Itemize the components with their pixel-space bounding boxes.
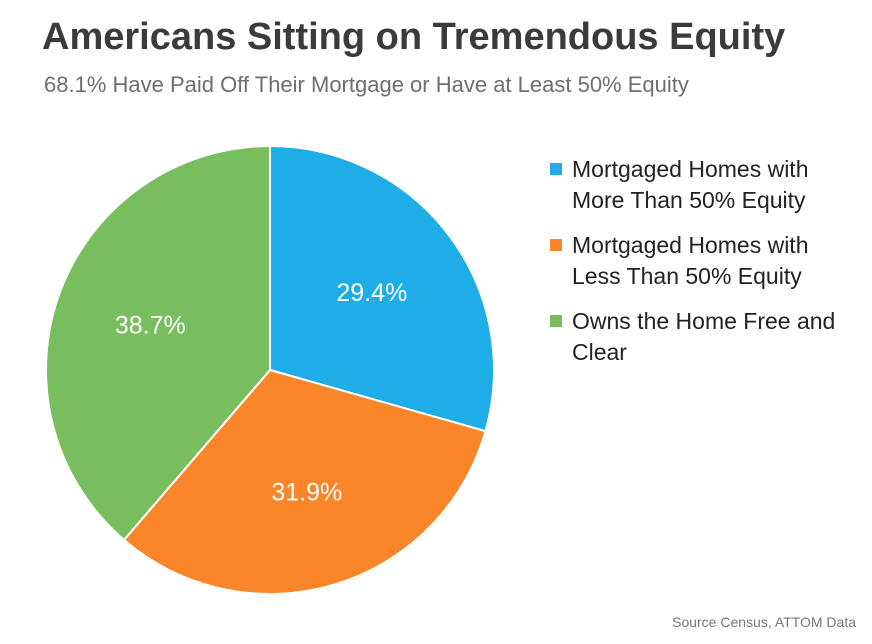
pie-slice-more-than-50-equity	[269, 144, 495, 433]
legend-item-less-than-50-equity: Mortgaged Homes with Less Than 50% Equit…	[550, 230, 850, 292]
pie-slice-free-and-clear	[45, 144, 271, 542]
pie-chart: 29.4% 31.9% 38.7%	[45, 144, 495, 595]
legend-item-more-than-50-equity: Mortgaged Homes with More Than 50% Equit…	[550, 154, 850, 216]
slice-value-label: 31.9%	[271, 478, 342, 506]
chart-title: Americans Sitting on Tremendous Equity	[42, 16, 786, 58]
legend-label: Mortgaged Homes with More Than 50% Equit…	[572, 156, 809, 213]
legend-label: Mortgaged Homes with Less Than 50% Equit…	[572, 232, 809, 289]
legend-swatch	[550, 163, 562, 175]
slice-value-label: 29.4%	[336, 279, 407, 307]
slice-value-label: 38.7%	[115, 312, 186, 340]
legend-swatch	[550, 239, 562, 251]
legend-item-free-and-clear: Owns the Home Free and Clear	[550, 306, 850, 368]
source-note: Source Census, ATTOM Data	[672, 614, 856, 630]
chart-subtitle: 68.1% Have Paid Off Their Mortgage or Ha…	[44, 72, 689, 97]
pie-slice-less-than-50-equity	[122, 368, 487, 595]
legend-label: Owns the Home Free and Clear	[572, 308, 836, 365]
legend-swatch	[550, 315, 562, 327]
legend: Mortgaged Homes with More Than 50% Equit…	[550, 154, 850, 382]
